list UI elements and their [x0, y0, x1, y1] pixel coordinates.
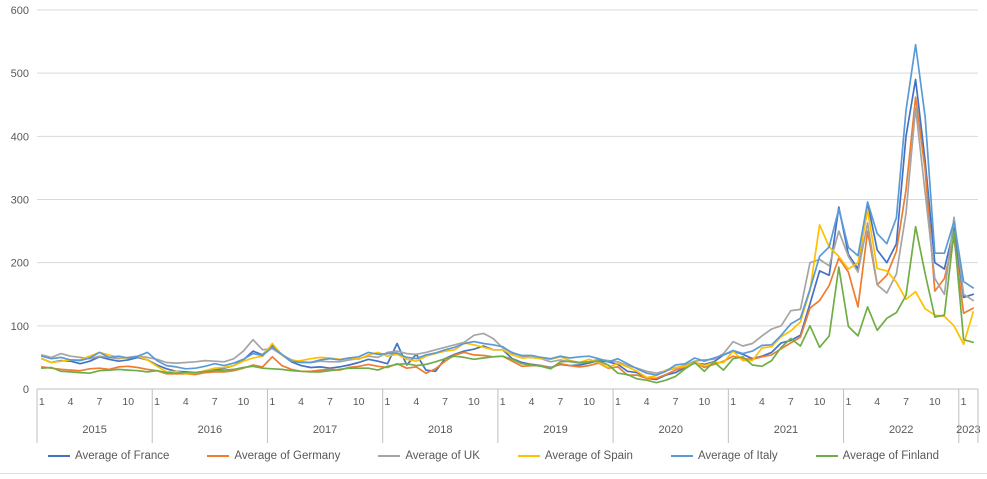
y-tick-label: 500	[11, 68, 29, 80]
month-tick-label: 1	[845, 396, 851, 408]
legend-item-finland[interactable]: Average of Finland	[815, 450, 939, 462]
spain-line-swatch	[517, 455, 540, 457]
legend-label: Average of Germany	[234, 450, 341, 462]
year-tick-label: 2017	[313, 424, 337, 436]
series-line-italy[interactable]	[40, 43, 975, 376]
year-tick-label: 2023	[956, 424, 980, 436]
month-tick-label: 1	[385, 396, 391, 408]
y-tick-label: 600	[11, 5, 29, 17]
month-tick-label: 1	[730, 396, 736, 408]
month-tick-label: 7	[96, 396, 102, 408]
legend-label: Average of UK	[405, 450, 480, 462]
month-tick-label: 4	[759, 396, 765, 408]
month-tick-label: 10	[468, 396, 480, 408]
year-tick-label: 2018	[428, 424, 452, 436]
month-tick-label: 10	[929, 396, 941, 408]
month-tick-label: 1	[269, 396, 275, 408]
uk-line-swatch	[378, 455, 401, 457]
bottom-divider	[0, 473, 987, 474]
month-tick-label: 4	[874, 396, 880, 408]
italy-line-swatch	[670, 455, 693, 457]
legend-item-germany[interactable]: Average of Germany	[207, 450, 340, 462]
series-line-finland[interactable]	[40, 225, 975, 384]
year-tick-label: 2019	[543, 424, 567, 436]
month-tick-label: 10	[238, 396, 250, 408]
month-tick-label: 7	[327, 396, 333, 408]
finland-line-swatch	[815, 455, 838, 457]
month-tick-label: 1	[615, 396, 621, 408]
germany-line-swatch	[207, 455, 230, 457]
month-tick-label: 7	[557, 396, 563, 408]
legend-label: Average of France	[75, 450, 170, 462]
month-tick-label: 4	[183, 396, 189, 408]
chart-legend: Average of France Average of Germany Ave…	[0, 450, 987, 462]
legend-item-uk[interactable]: Average of UK	[378, 450, 480, 462]
month-tick-label: 4	[644, 396, 650, 408]
month-tick-label: 10	[122, 396, 134, 408]
legend-label: Average of Finland	[842, 450, 939, 462]
month-tick-label: 4	[413, 396, 419, 408]
y-tick-label: 200	[11, 258, 29, 270]
month-tick-label: 1	[154, 396, 160, 408]
series-line-spain[interactable]	[40, 209, 975, 379]
legend-item-france[interactable]: Average of France	[48, 450, 169, 462]
month-tick-label: 7	[903, 396, 909, 408]
month-tick-label: 10	[698, 396, 710, 408]
year-tick-label: 2022	[889, 424, 913, 436]
legend-label: Average of Italy	[697, 450, 778, 462]
month-tick-label: 1	[500, 396, 506, 408]
year-tick-label: 2021	[774, 424, 798, 436]
month-tick-label: 4	[298, 396, 304, 408]
year-tick-label: 2015	[82, 424, 106, 436]
month-tick-label: 7	[673, 396, 679, 408]
y-tick-label: 100	[11, 321, 29, 333]
legend-label: Average of Spain	[544, 450, 633, 462]
france-line-swatch	[48, 455, 71, 457]
month-tick-label: 10	[353, 396, 365, 408]
series-line-germany[interactable]	[40, 96, 975, 380]
month-tick-label: 4	[68, 396, 74, 408]
year-tick-label: 2016	[198, 424, 222, 436]
month-tick-label: 10	[814, 396, 826, 408]
month-tick-label: 7	[212, 396, 218, 408]
month-tick-label: 1	[39, 396, 45, 408]
y-tick-label: 300	[11, 195, 29, 207]
legend-item-italy[interactable]: Average of Italy	[670, 450, 778, 462]
month-tick-label: 10	[583, 396, 595, 408]
y-tick-label: 400	[11, 131, 29, 143]
month-tick-label: 1	[961, 396, 967, 408]
year-tick-label: 2020	[658, 424, 682, 436]
y-tick-label: 0	[23, 384, 29, 396]
month-tick-label: 7	[442, 396, 448, 408]
legend-item-spain[interactable]: Average of Spain	[517, 450, 633, 462]
month-tick-label: 4	[529, 396, 535, 408]
month-tick-label: 7	[788, 396, 794, 408]
